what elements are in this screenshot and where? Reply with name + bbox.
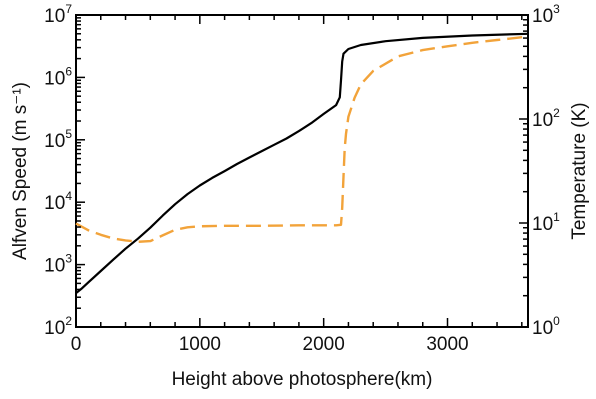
tick-base: 10 <box>532 214 553 235</box>
tick-base: 10 <box>44 68 65 89</box>
y-left-tick-label: 102 <box>44 314 72 339</box>
x-tick-label: 2000 <box>303 334 345 355</box>
tick-layer: 0 1000 2000 3000102103104105106107100101102… <box>44 2 560 355</box>
y-left-tick-label: 105 <box>44 127 72 152</box>
x-tick-label: 0 <box>71 334 82 355</box>
tick-exponent: 1 <box>553 210 560 224</box>
tick-exponent: 3 <box>553 2 560 16</box>
y-left-tick-label: 107 <box>44 2 72 27</box>
y-left-tick-label: 106 <box>44 64 72 89</box>
tick-base: 10 <box>44 318 65 339</box>
tick-base: 10 <box>532 110 553 131</box>
x-tick-label: 1000 <box>179 334 221 355</box>
y-right-tick-label: 100 <box>532 314 560 339</box>
y-right-tick-label: 103 <box>532 2 560 27</box>
tick-exponent: 5 <box>65 127 72 141</box>
y-right-tick-label: 102 <box>532 106 560 131</box>
y-right-tick-label: 101 <box>532 210 560 235</box>
y-left-tick-label: 104 <box>44 189 72 214</box>
tick-exponent: 4 <box>65 189 72 203</box>
tick-exponent: 6 <box>65 64 72 78</box>
series-line-1 <box>75 32 529 294</box>
tick-exponent: 3 <box>65 252 72 266</box>
x-tick-label: 3000 <box>426 334 468 355</box>
tick-base: 10 <box>532 318 553 339</box>
series-layer <box>75 32 529 294</box>
tick-base: 10 <box>44 256 65 277</box>
y-axis-title-left: Alfven Speed (m s⁻¹) <box>10 82 31 260</box>
series-line-2 <box>75 35 529 243</box>
tick-base: 10 <box>532 6 553 27</box>
plot-frame <box>75 14 529 328</box>
tick-base: 10 <box>44 193 65 214</box>
y-axis-title-right: Temperature (K) <box>569 102 590 239</box>
y-left-tick-label: 103 <box>44 252 72 277</box>
x-axis-title: Height above photosphere(km) <box>172 369 433 390</box>
tick-exponent: 2 <box>65 314 72 328</box>
tick-exponent: 0 <box>553 314 560 328</box>
tick-base: 10 <box>44 131 65 152</box>
tick-exponent: 2 <box>553 106 560 120</box>
tick-base: 10 <box>44 6 65 27</box>
tick-exponent: 7 <box>65 2 72 16</box>
